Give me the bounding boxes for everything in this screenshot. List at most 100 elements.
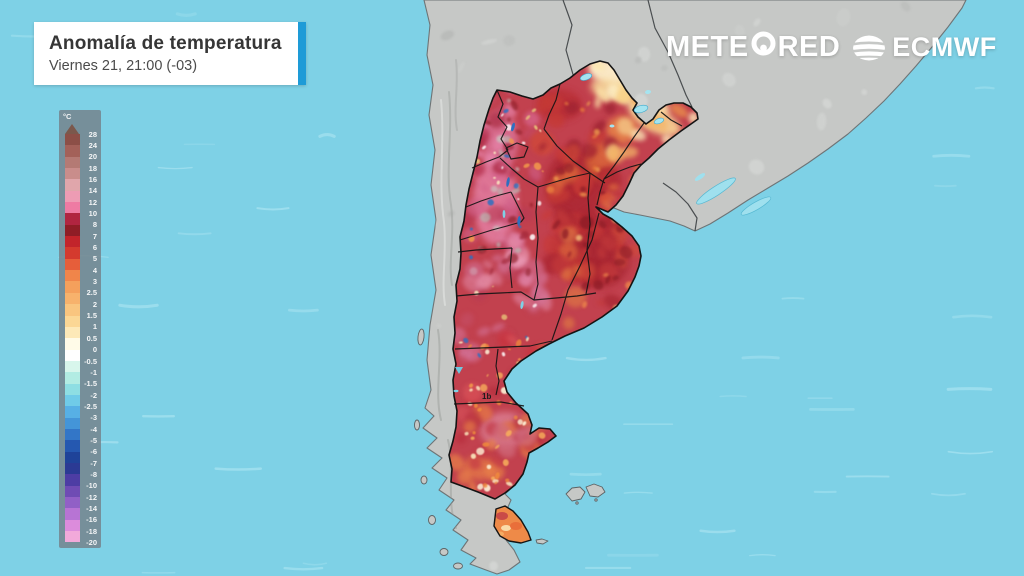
legend-band — [65, 247, 80, 259]
legend-tick-label: 18 — [88, 163, 97, 173]
meteored-text-pre: METE — [666, 31, 749, 63]
legend-band — [65, 406, 80, 418]
legend-band — [65, 417, 80, 429]
legend-tick-label: 24 — [88, 140, 97, 150]
branding: METE RED ECMWF — [666, 30, 997, 65]
legend-tick-label: -2 — [90, 390, 97, 400]
legend-band — [65, 428, 80, 441]
legend-band — [65, 462, 80, 475]
legend-band — [65, 519, 80, 532]
legend-band — [65, 304, 80, 316]
legend-band — [65, 270, 80, 282]
legend-tick-label: 2 — [92, 299, 97, 309]
legend-tick-label: -14 — [86, 504, 97, 514]
meteored-text-post: RED — [777, 31, 841, 63]
map-datetime: Viernes 21, 21:00 (-03) — [49, 58, 198, 74]
coastal-lagoons — [694, 173, 772, 216]
legend-band — [65, 213, 80, 225]
legend-tick-label: 5 — [92, 254, 97, 264]
lakes — [453, 73, 665, 393]
legend-band — [65, 292, 80, 305]
legend-tick-label: 0.5 — [86, 333, 97, 343]
legend-band — [65, 168, 80, 180]
legend-tick-label: 0 — [92, 345, 97, 355]
province-borders — [453, 83, 683, 407]
legend-band — [65, 497, 80, 509]
legend-tick-label: -8 — [90, 470, 97, 479]
andes-ridge-lines — [437, 59, 458, 529]
legend-tick-label: 12 — [88, 197, 97, 207]
legend-tick-label: -16 — [86, 515, 97, 525]
argentina-border — [448, 60, 699, 500]
legend-arrow — [65, 124, 79, 134]
legend-tick-label: 20 — [88, 152, 97, 162]
legend-band — [65, 326, 80, 339]
legend-tick-label: -7 — [90, 458, 97, 468]
legend-band — [65, 190, 80, 203]
legend-tick-label: 1 — [92, 322, 97, 332]
legend-band — [65, 156, 80, 169]
legend-tick-label: 3 — [92, 277, 97, 287]
legend-band — [65, 224, 80, 237]
legend-tick-label: -10 — [86, 481, 97, 491]
map-artifact-label: 1b — [482, 392, 491, 401]
legend-band — [65, 485, 80, 497]
legend-band — [65, 531, 80, 543]
legend-band — [65, 394, 80, 407]
tierra-del-fuego-anomaly — [496, 512, 522, 537]
legend-tick-label: 4 — [92, 265, 97, 275]
legend-band — [65, 179, 80, 191]
legend-band — [65, 145, 80, 157]
legend-tick-label: -0.5 — [84, 356, 97, 366]
legend-tick-label: -4 — [90, 424, 97, 434]
legend-tick-label: -3 — [90, 413, 97, 423]
legend-band — [65, 315, 80, 327]
legend-band — [65, 360, 80, 373]
legend-tick-label: 10 — [88, 208, 97, 218]
meteored-o-icon — [750, 30, 777, 65]
legend-band — [65, 236, 80, 248]
ecmwf-text: ECMWF — [892, 32, 997, 62]
legend-tick-label: 7 — [92, 231, 97, 241]
legend-tick-label: 16 — [88, 174, 97, 184]
ocean-wave-texture — [10, 0, 995, 574]
legend-unit: °C — [63, 112, 72, 121]
isla-de-los-estados — [535, 538, 549, 545]
legend-tick-label: -20 — [86, 538, 97, 548]
ecmwf-logo: ECMWF — [852, 32, 996, 63]
map-title: Anomalía de temperatura — [49, 33, 282, 54]
legend-tick-label: -1.5 — [84, 379, 97, 389]
islands — [414, 328, 606, 570]
legend-color-bar — [65, 134, 80, 543]
temperature-scale-legend: °C 28 24 20 18 16 14 12 10 8 7 6 5 4 3 2.5 2 1.5 1 0.5 0 -0.… — [59, 110, 101, 548]
legend-tick-label: -5 — [90, 435, 97, 445]
legend-band — [65, 508, 80, 520]
title-box: Anomalía de temperatura Viernes 21, 21:0… — [34, 22, 306, 85]
legend-band — [65, 372, 80, 384]
legend-tick-label: -1 — [90, 367, 97, 377]
legend-tick-label: -18 — [86, 526, 97, 536]
legend-tick-label: 6 — [92, 243, 97, 252]
legend-band — [65, 202, 80, 214]
legend-band — [65, 451, 80, 463]
legend-band — [65, 281, 80, 293]
legend-band — [65, 338, 80, 350]
legend-band — [65, 440, 80, 452]
legend-tick-label: 8 — [92, 220, 97, 230]
legend-band — [65, 134, 80, 146]
legend-tick-label: 1.5 — [86, 311, 97, 321]
ecmwf-emblem-icon — [853, 35, 886, 60]
legend-tick-label: 14 — [88, 186, 97, 196]
legend-tick-label: 28 — [88, 129, 97, 139]
falkland-west-island — [565, 486, 586, 502]
legend-tick-label: -2.5 — [84, 401, 97, 411]
legend-tick-label: -12 — [86, 492, 97, 502]
falkland-east-island — [585, 483, 606, 498]
legend-tick-label: 2.5 — [86, 288, 97, 298]
legend-band — [65, 383, 80, 395]
title-accent-stripe — [297, 22, 306, 85]
legend-tick-label: -6 — [90, 447, 97, 457]
meteored-logo: METE RED — [666, 30, 840, 65]
